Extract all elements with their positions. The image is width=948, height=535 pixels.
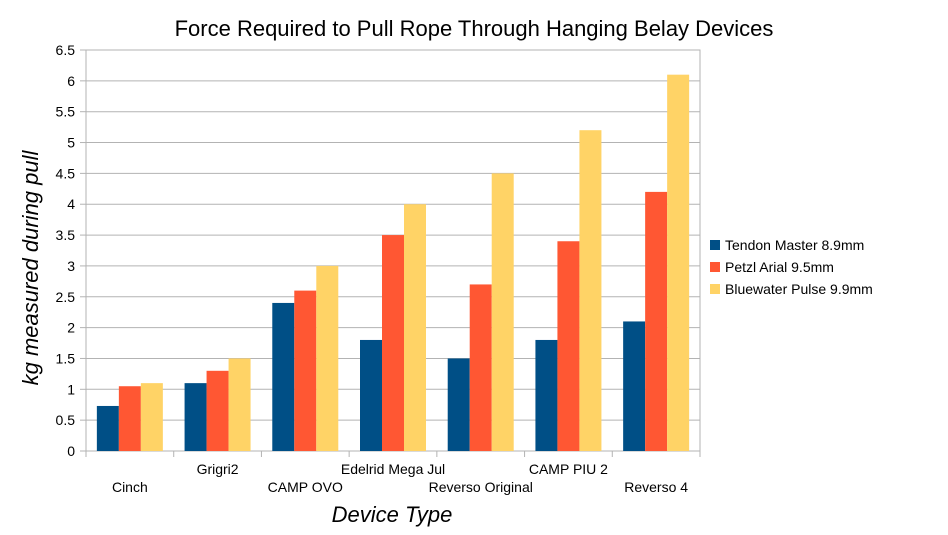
legend-label: Petzl Arial 9.5mm: [725, 259, 834, 275]
legend-label: Bluewater Pulse 9.9mm: [725, 281, 873, 297]
x-category-label: CAMP OVO: [268, 479, 343, 495]
x-category-label: CAMP PIU 2: [529, 461, 608, 477]
bar: [667, 74, 690, 451]
x-axis-title: Device Type: [332, 502, 453, 527]
y-axis-title: kg measured during pull: [18, 149, 43, 385]
bar: [316, 265, 339, 451]
bar: [294, 290, 317, 451]
y-tick-label: 3: [67, 258, 75, 274]
x-category-label: Reverso Original: [429, 479, 533, 495]
x-category-label: Reverso 4: [624, 479, 688, 495]
legend-swatch: [710, 284, 720, 294]
bar: [360, 339, 382, 451]
chart-title: Force Required to Pull Rope Through Hang…: [175, 16, 774, 41]
y-tick-label: 4.5: [56, 165, 76, 181]
x-category-label: Cinch: [112, 479, 148, 495]
bar: [404, 204, 426, 451]
y-tick-label: 1.5: [56, 350, 76, 366]
x-axis-categories: Cinch Grigri2 CAMP OVO Edelrid Mega Jul Reve…: [85, 451, 701, 495]
y-axis-ticks: 0 0.5 1 1.5 2 2.5 3 3.5 4 4.5 5 5.5 6 6.5: [56, 42, 86, 459]
bar: [228, 358, 251, 451]
y-tick-label: 6: [67, 73, 75, 89]
bar: [96, 405, 119, 451]
x-category-label: Edelrid Mega Jul: [341, 461, 445, 477]
bar: [206, 370, 229, 451]
bars: [96, 74, 690, 451]
legend: Tendon Master 8.9mm Petzl Arial 9.5mm Blue…: [710, 237, 873, 297]
legend-label: Tendon Master 8.9mm: [725, 237, 864, 253]
legend-swatch: [710, 262, 720, 272]
y-tick-label: 5: [67, 135, 75, 151]
bar: [272, 302, 295, 451]
y-tick-label: 0.5: [56, 412, 76, 428]
bar: [469, 284, 492, 451]
bar: [382, 235, 404, 451]
y-tick-label: 0: [67, 443, 75, 459]
bar: [491, 173, 514, 451]
bar: [535, 339, 558, 451]
bar: [645, 191, 668, 451]
y-tick-label: 2.5: [56, 289, 76, 305]
y-tick-label: 3.5: [56, 227, 76, 243]
bar: [557, 241, 580, 451]
y-tick-label: 2: [67, 320, 75, 336]
bar: [184, 383, 207, 451]
y-tick-label: 5.5: [56, 104, 76, 120]
bar: [579, 130, 602, 451]
y-tick-label: 1: [67, 381, 75, 397]
y-tick-label: 6.5: [56, 42, 76, 58]
y-tick-label: 4: [67, 196, 75, 212]
bar: [623, 321, 646, 451]
legend-swatch: [710, 240, 720, 250]
bar: [447, 358, 470, 451]
bar: [118, 386, 141, 451]
bar: [140, 383, 163, 451]
x-category-label: Grigri2: [197, 461, 239, 477]
